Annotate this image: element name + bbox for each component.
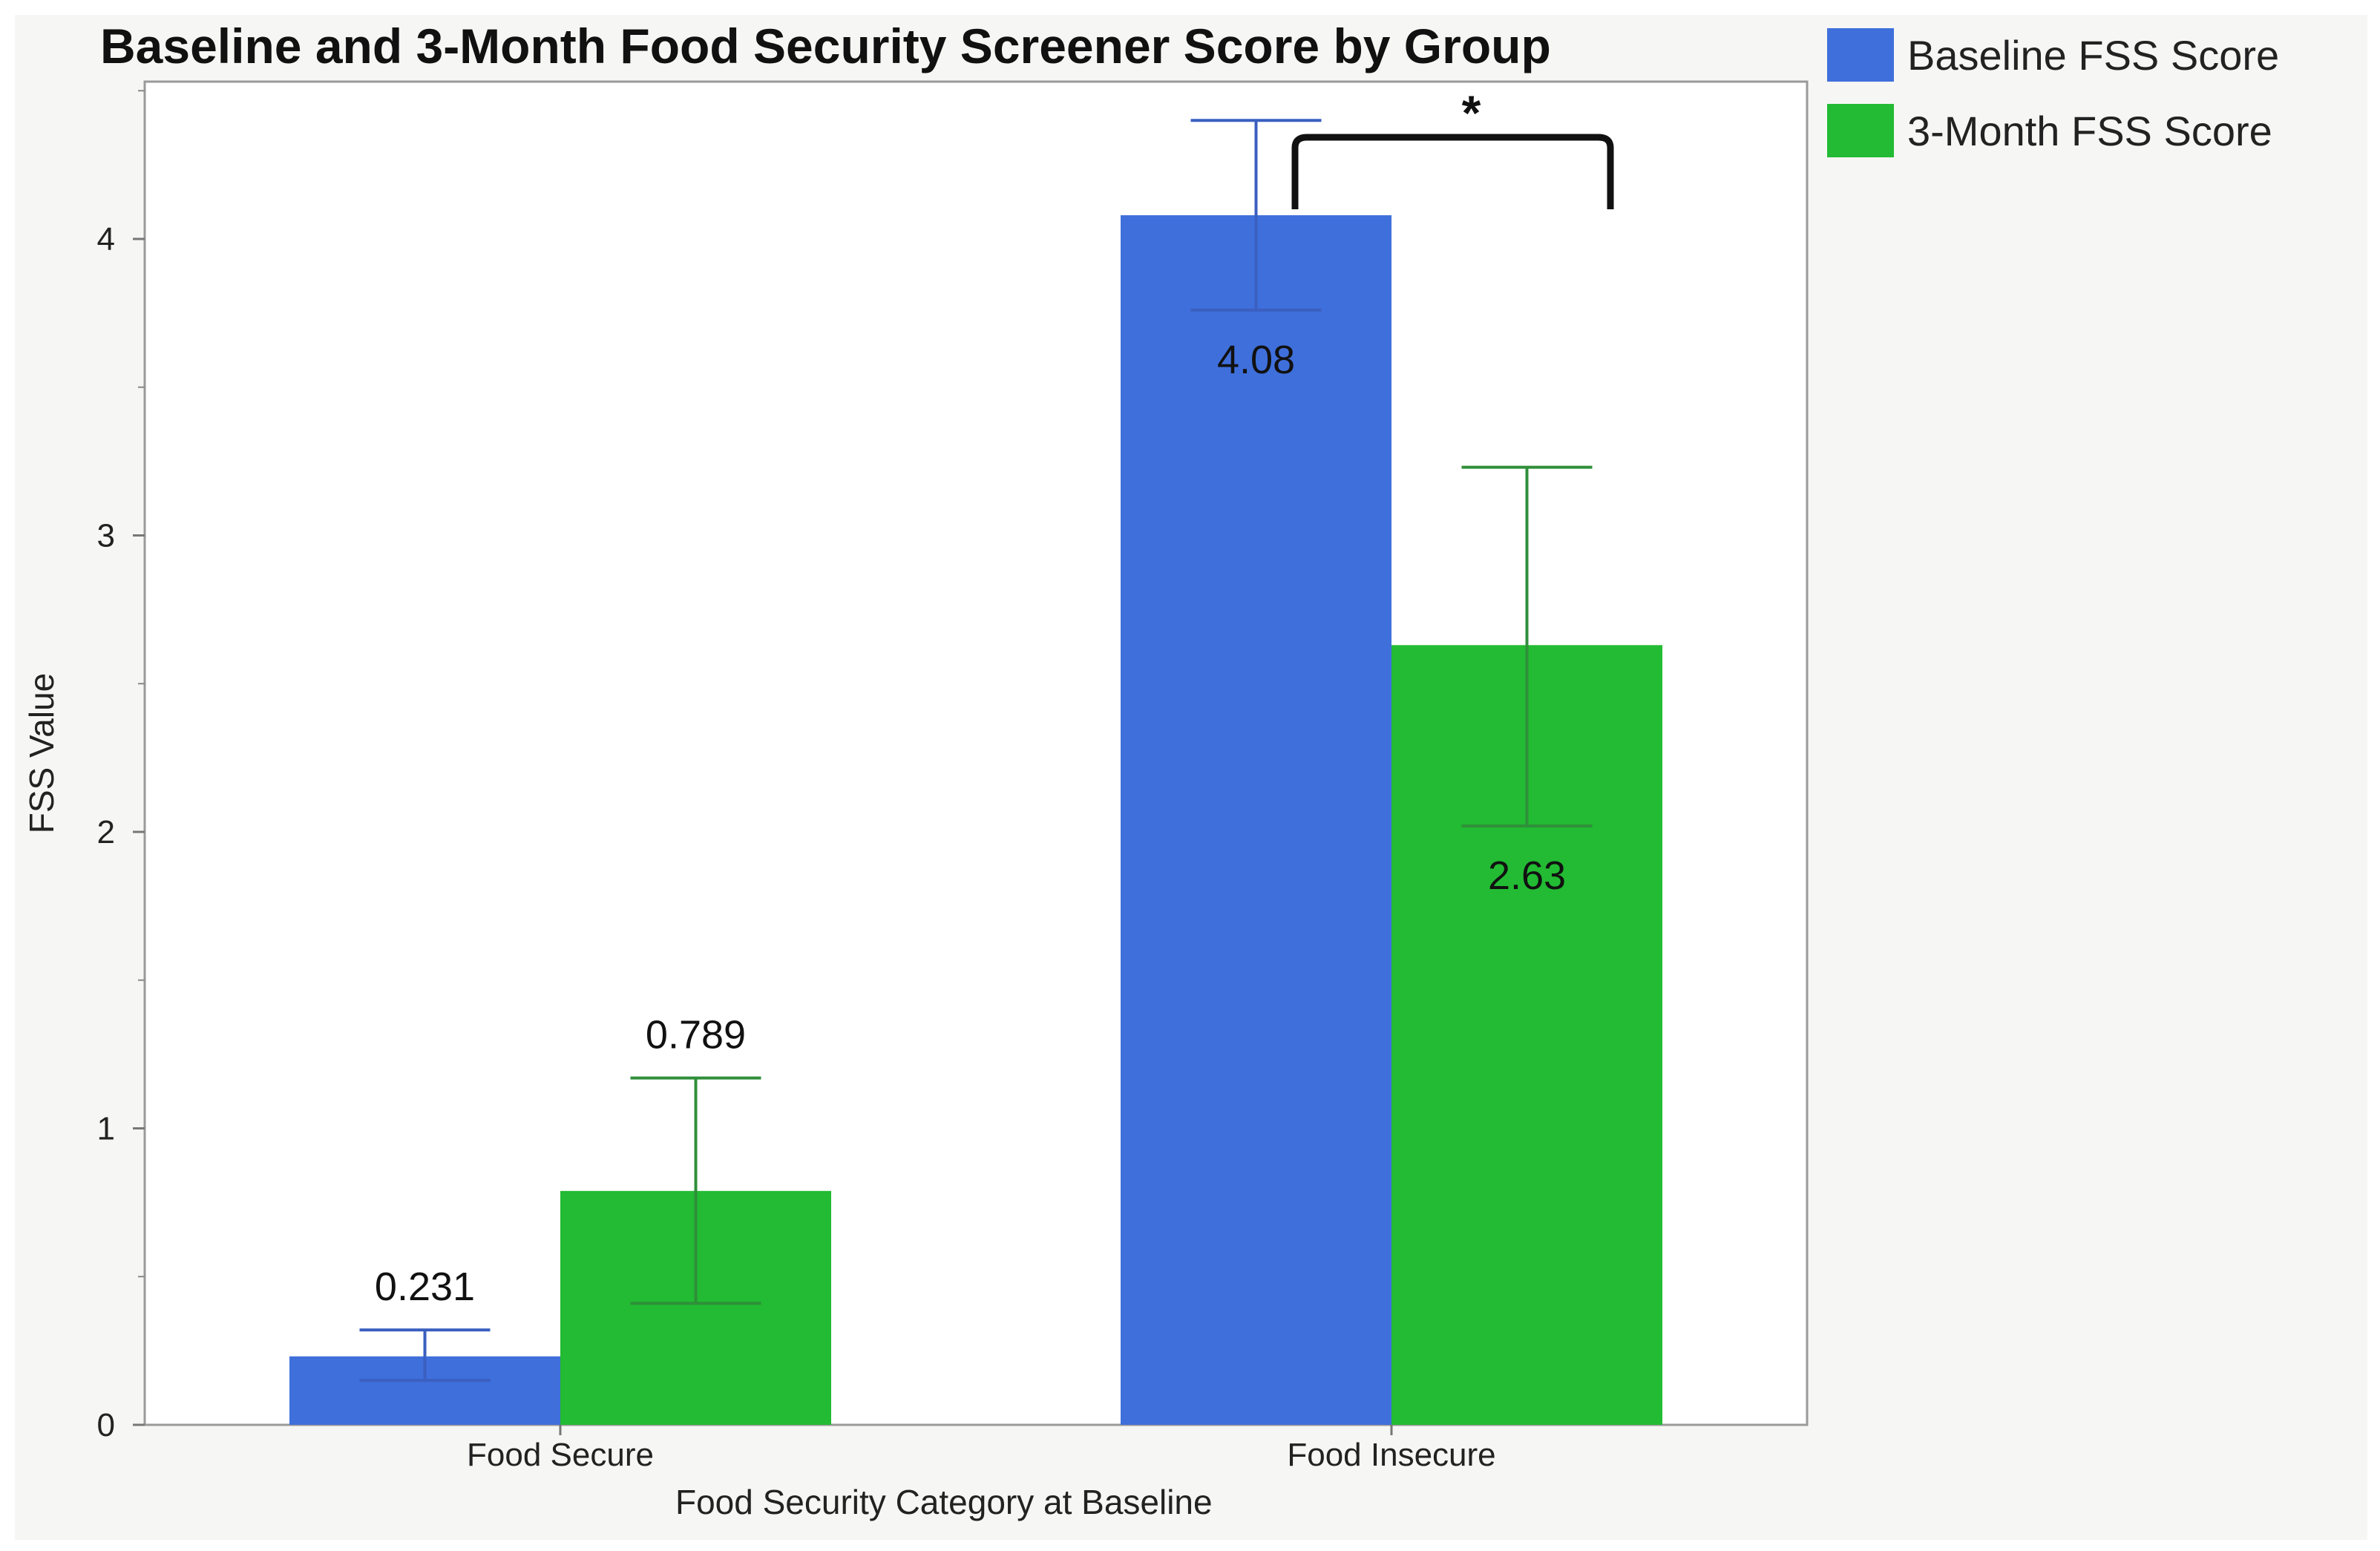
legend-label: 3-Month FSS Score — [1907, 108, 2272, 154]
data-label: 0.789 — [646, 1013, 746, 1058]
chart-title: Baseline and 3-Month Food Security Scree… — [100, 19, 1551, 73]
y-tick-label: 3 — [97, 518, 115, 554]
y-tick-label: 1 — [97, 1111, 115, 1147]
y-tick-label: 2 — [97, 814, 115, 850]
x-axis: Food Secure Food Insecure — [467, 1425, 1496, 1473]
data-label: 2.63 — [1488, 853, 1566, 898]
data-label: 4.08 — [1217, 338, 1295, 382]
x-tick-label: Food Secure — [467, 1437, 654, 1473]
x-axis-label: Food Security Category at Baseline — [675, 1483, 1213, 1521]
legend-label: Baseline FSS Score — [1907, 32, 2279, 79]
error-bars-layer — [359, 119, 1593, 1383]
y-axis-label: FSS Value — [22, 673, 61, 833]
y-axis: 0 1 2 3 4 — [97, 90, 145, 1443]
y-tick-label: 4 — [97, 221, 115, 258]
data-label: 0.231 — [375, 1265, 475, 1309]
legend-swatch — [1827, 104, 1894, 157]
bar — [1121, 215, 1391, 1425]
legend: Baseline FSS Score 3-Month FSS Score — [1827, 28, 2279, 157]
significance-star: * — [1462, 85, 1481, 140]
x-tick-label: Food Insecure — [1287, 1437, 1495, 1473]
y-tick-label: 0 — [97, 1407, 115, 1443]
significance-annotation: * — [1291, 85, 1614, 209]
data-labels-layer: 0.231 0.789 4.08 2.63 — [375, 338, 1566, 1309]
legend-swatch — [1827, 28, 1894, 82]
significance-bracket — [1291, 134, 1614, 209]
